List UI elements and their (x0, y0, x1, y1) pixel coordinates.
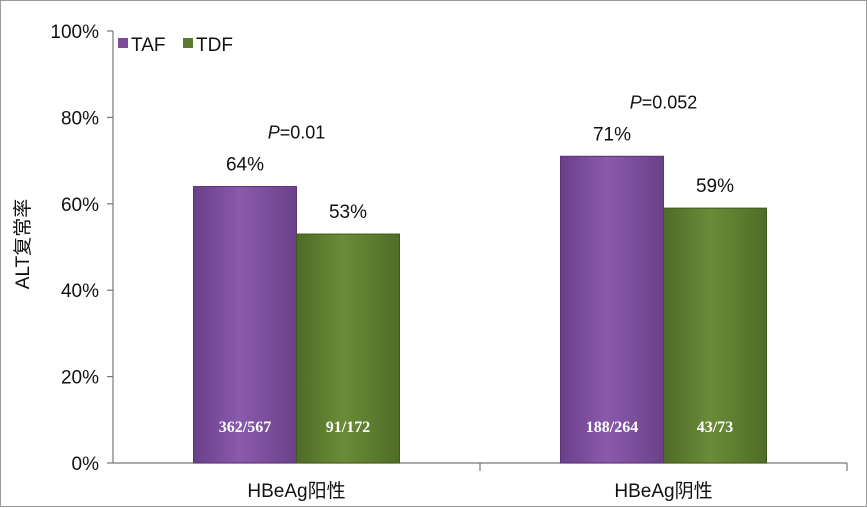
p-value-annotation: P=0.01 (268, 123, 326, 143)
count-label: 362/567 (219, 419, 271, 436)
p-value-prefix: P (630, 92, 642, 112)
data-label: 64% (226, 155, 264, 176)
p-value-number: =0.052 (642, 92, 698, 112)
y-tick-label: 0% (72, 454, 100, 475)
x-category-label: HBeAg阳性 (247, 480, 345, 502)
bar-taf (560, 155, 664, 464)
p-value-annotation: P=0.052 (630, 92, 698, 112)
data-label: 53% (329, 202, 367, 223)
count-label: 91/172 (326, 419, 370, 436)
y-tick-label: 40% (61, 281, 99, 302)
count-label: 188/264 (586, 419, 638, 436)
legend-label-tdf: TDF (196, 35, 233, 56)
y-tick-label: 20% (61, 368, 99, 389)
count-label: 43/73 (697, 419, 733, 436)
legend-swatch-tdf (183, 38, 193, 48)
bar-tdf (296, 233, 400, 464)
legend-swatch-taf (118, 38, 128, 48)
data-label: 59% (696, 176, 734, 197)
x-category-label: HBeAg阴性 (614, 480, 712, 502)
legend-label-taf: TAF (131, 35, 165, 56)
p-value-prefix: P (268, 123, 280, 143)
y-axis-label: ALT复常率 (12, 199, 34, 289)
data-label: 71% (593, 124, 631, 145)
bar-tdf (663, 207, 767, 464)
legend: TAF TDF (118, 35, 233, 56)
y-tick-label: 100% (50, 22, 99, 43)
bar-taf (193, 186, 297, 464)
p-value-number: =0.01 (280, 123, 326, 143)
y-tick-label: 60% (61, 195, 99, 216)
y-tick-label: 80% (61, 108, 99, 129)
